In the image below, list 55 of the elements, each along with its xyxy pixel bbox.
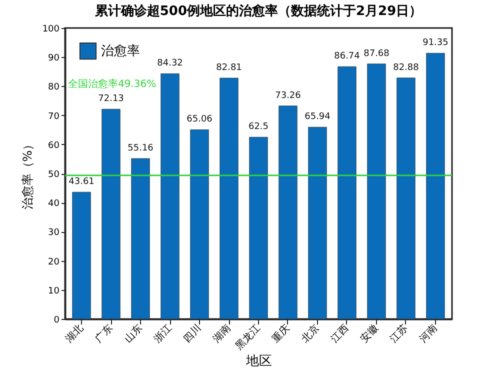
y-tick-label: 30: [48, 228, 60, 238]
x-tick-label: 湖南: [210, 322, 234, 345]
data-label: 65.06: [186, 114, 213, 125]
x-tick-label: 广东: [92, 322, 116, 345]
y-tick-label: 10: [48, 286, 60, 296]
data-label: 65.94: [304, 112, 331, 122]
y-tick-label: 80: [48, 82, 60, 93]
bar: [426, 52, 445, 320]
y-tick-label: 100: [42, 24, 60, 34]
bar: [308, 126, 327, 320]
y-tick-label: 40: [48, 199, 60, 210]
x-tick-label: 湖北: [63, 322, 86, 345]
y-tick-label: 50: [48, 170, 60, 180]
data-label: 82.81: [216, 63, 242, 74]
chart-title: 累计确诊超500例地区的治愈率（数据统计于2月29日）: [94, 3, 422, 19]
y-tick-label: 20: [48, 257, 60, 268]
x-tick-label: 河南: [417, 322, 440, 345]
y-tick-label: 70: [48, 112, 60, 122]
bar: [396, 78, 416, 320]
x-tick-label: 浙江: [152, 322, 174, 345]
x-tick-label: 四川: [181, 322, 204, 345]
ref-line-label: 全国治愈率49.36%: [68, 78, 156, 90]
x-tick-label: 北京: [299, 322, 322, 345]
bar: [72, 192, 91, 320]
x-axis-title: 地区: [245, 354, 272, 370]
bar: [220, 78, 238, 320]
x-tick-label: 重庆: [270, 322, 292, 345]
data-label: 91.35: [422, 38, 448, 48]
data-label: 43.61: [68, 177, 94, 188]
y-tick-label: 0: [54, 316, 60, 326]
data-label: 62.5: [248, 122, 269, 132]
bar: [102, 108, 120, 320]
bar: [367, 64, 386, 320]
data-label: 73.26: [275, 90, 302, 101]
bar: [160, 73, 180, 320]
y-axis-title: 治愈率（%）: [20, 138, 34, 210]
data-label: 84.32: [157, 58, 183, 69]
x-tick-label: 黑龙江: [233, 322, 263, 352]
legend-label: 治愈率: [101, 43, 140, 59]
x-tick-label: 江苏: [388, 322, 410, 345]
bar: [278, 106, 298, 320]
bar: [249, 136, 268, 320]
data-label: 87.68: [364, 48, 390, 59]
bar: [338, 66, 356, 320]
x-tick-label: 安徽: [358, 322, 381, 345]
y-tick-label: 90: [48, 54, 60, 64]
bar: [131, 158, 150, 320]
data-label: 55.16: [128, 143, 154, 154]
x-tick-label: 江西: [328, 322, 352, 345]
data-label: 86.74: [334, 52, 360, 62]
x-tick-label: 山东: [122, 322, 145, 345]
bar: [190, 129, 209, 320]
data-label: 72.13: [98, 94, 124, 104]
y-tick-label: 60: [48, 140, 60, 151]
data-label: 82.88: [393, 62, 420, 73]
